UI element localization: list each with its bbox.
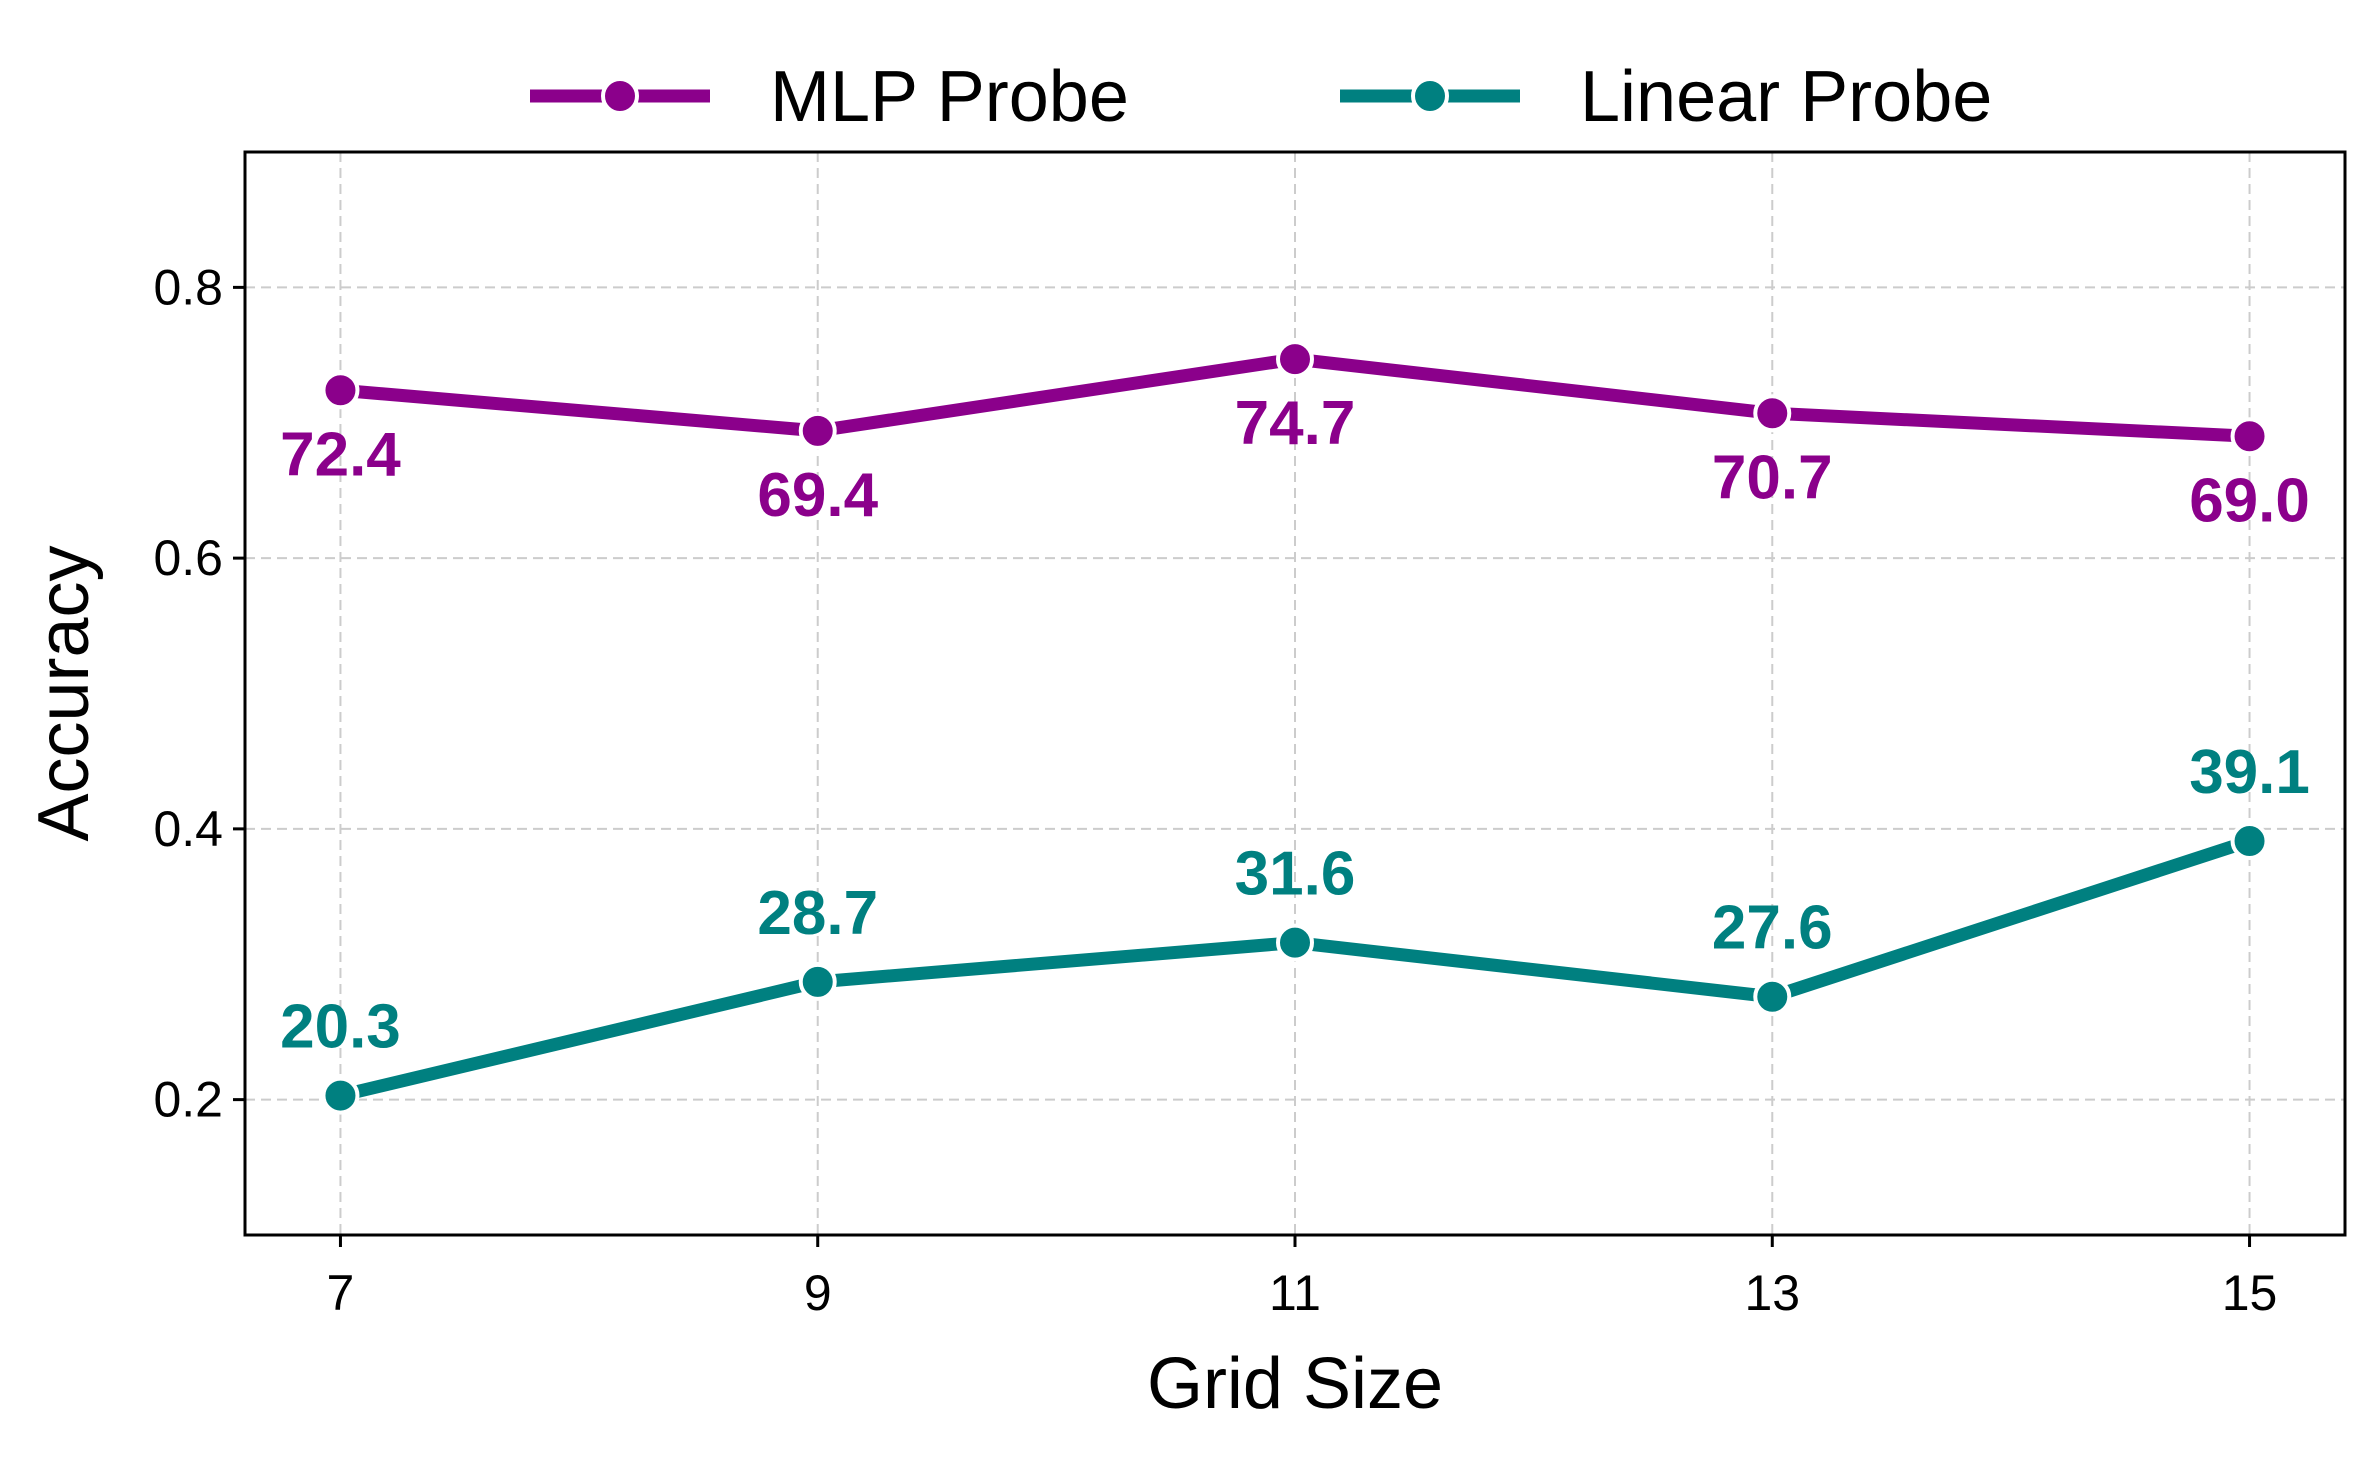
mlp-probe-point: [321, 371, 360, 410]
linear-probe-data-label: 20.3: [280, 993, 401, 1062]
linear-probe-data-label: 31.6: [1235, 840, 1356, 909]
mlp-probe-data-label: 69.0: [2189, 466, 2310, 535]
series: [321, 340, 2269, 1115]
linear-probe-point: [321, 1076, 360, 1115]
mlp-probe-legend-marker: [601, 77, 639, 115]
y-tick-label: 0.8: [153, 259, 223, 315]
mlp-probe-data-label: 69.4: [757, 461, 878, 530]
grid: [245, 152, 2345, 1235]
x-tick-label: 9: [804, 1265, 832, 1321]
mlp-probe-data-label: 74.7: [1235, 389, 1356, 458]
axis-ticks: 7 9 11 13 15 0.2 0.4 0.6 0.8: [153, 259, 2277, 1321]
y-tick-label: 0.6: [153, 530, 223, 586]
mlp-probe-point: [2230, 417, 2269, 456]
linear-probe-legend-marker: [1411, 77, 1449, 115]
x-tick-label: 11: [1269, 1265, 1321, 1321]
legend: MLP Probe Linear Probe: [530, 57, 1992, 137]
x-axis-label: Grid Size: [1147, 1344, 1443, 1424]
linear-probe-data-label: 39.1: [2189, 738, 2310, 807]
linear-probe-point: [798, 962, 837, 1001]
mlp-probe-data-label: 70.7: [1712, 443, 1833, 512]
linear-probe-legend-label: Linear Probe: [1580, 57, 1992, 137]
mlp-probe-legend-label: MLP Probe: [770, 57, 1129, 137]
linear-probe-data-label: 27.6: [1712, 894, 1833, 963]
x-tick-label: 13: [1744, 1265, 1800, 1321]
mlp-probe-data-label: 72.4: [280, 420, 401, 489]
y-tick-label: 0.2: [153, 1072, 223, 1128]
linear-probe-data-label: 28.7: [757, 879, 878, 948]
mlp-probe-point: [1753, 394, 1792, 433]
mlp-probe-point: [1276, 340, 1314, 379]
mlp-probe-point: [798, 411, 837, 450]
x-tick-label: 15: [2222, 1265, 2278, 1321]
y-tick-label: 0.4: [153, 801, 223, 857]
linear-probe-point: [2230, 822, 2269, 861]
y-axis-label: Accuracy: [24, 545, 104, 841]
x-tick-label: 7: [327, 1265, 355, 1321]
data-labels: 72.4 69.4 74.7 70.7 69.0 20.3 28.7 31.6 27.6 39.1: [280, 389, 2310, 1061]
linear-probe-point: [1753, 977, 1792, 1016]
linear-probe-point: [1276, 923, 1314, 962]
